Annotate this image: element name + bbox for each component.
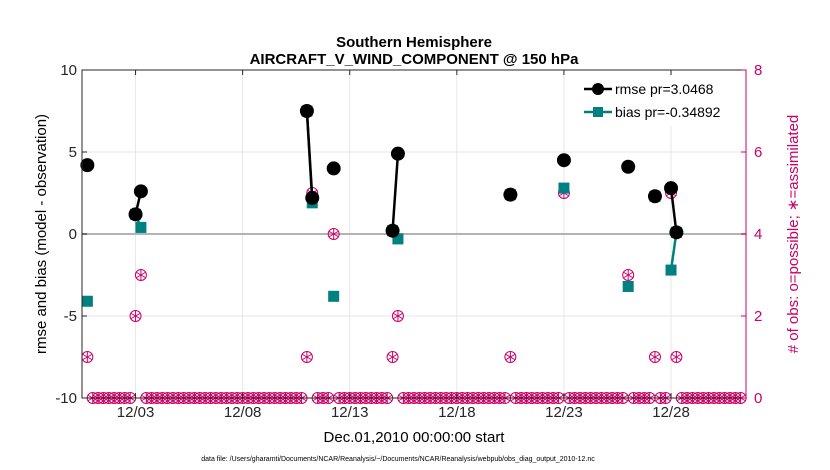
obs-assimilated-stroke [649,353,660,361]
rmse-series [80,104,684,240]
obs-count-marker [300,351,313,363]
obs-count-marker [391,310,404,322]
left-axis: -10 -5 0 5 10 [55,62,87,407]
rmse-point [621,159,636,174]
y-tick-label: 5 [69,144,77,161]
right-axis: 0 2 4 6 8 [741,62,762,407]
x-tick-label: 12/23 [545,404,583,421]
bias-point [81,295,93,307]
obs-count-marker [386,351,399,363]
rmse-line [669,187,678,233]
rmse-point [326,161,341,176]
legend: rmse pr=3.0468 bias pr=-0.34892 [580,76,742,126]
obs-assimilated-stroke [82,353,93,361]
bias-point [665,264,677,276]
rmse-line [391,153,400,231]
obs-count-marker [648,351,661,363]
legend-rmse-marker [592,83,604,95]
rmse-point [664,181,679,196]
obs-assimilated-stroke [505,353,516,361]
rmse-point [305,190,320,205]
data-file-footnote: data file: /Users/gharamti/Documents/NCA… [201,456,595,463]
x-axis-label: Dec.01,2010 00:00:00 start [324,429,506,446]
bottom-axis: 12/03 12/08 12/13 12/18 12/23 12/28 [117,70,690,421]
y-right-tick-label: 8 [754,62,762,79]
y-right-tick-label: 6 [754,144,762,161]
obs-assimilated-stroke [671,353,682,361]
x-tick-label: 12/03 [117,404,155,421]
obs-count-marker [622,269,635,281]
legend-box [580,76,742,126]
rmse-point [390,146,405,161]
y-right-tick-label: 0 [754,390,762,407]
obs-count-marker [129,310,142,322]
rmse-point [299,104,314,118]
rmse-point [556,153,571,168]
bias-point [558,182,570,194]
y-tick-label: -5 [64,308,77,325]
obs-assimilated-stroke [130,312,141,320]
y-axis-right-label: # of obs: o=possible; ∗=assimilated [785,115,802,354]
legend-rmse-label: rmse pr=3.0468 [615,81,714,97]
y-tick-label: -10 [55,390,77,407]
obs-assimilated-stroke [623,271,634,279]
y-axis-label: rmse and bias (model - observation) [33,114,50,354]
rmse-point [385,223,400,238]
obs-assimilated-stroke [328,230,339,238]
data-series [80,104,684,307]
legend-bias-label: bias pr=-0.34892 [615,104,721,120]
obs-assimilated-stroke [135,271,146,279]
legend-bias-marker [593,107,603,117]
y-right-tick-label: 4 [754,226,762,243]
obs-count-marker [134,269,147,281]
x-tick-label: 12/08 [224,404,262,421]
y-tick-label: 10 [60,62,77,79]
obs-assimilated-stroke [392,312,403,320]
rmse-point [80,158,95,173]
bias-point [622,280,634,292]
y-tick-label: 0 [69,226,77,243]
rmse-point [669,225,684,240]
chart-subtitle: AIRCRAFT_V_WIND_COMPONENT @ 150 hPa [250,51,580,68]
obs-assimilated-stroke [387,353,398,361]
obs-assimilated-stroke [301,353,312,361]
rmse-point [128,207,143,222]
obs-count-marker [670,351,683,363]
x-tick-label: 12/13 [331,404,369,421]
obs-count-marker [504,351,517,363]
chart-title: Southern Hemisphere [336,34,492,51]
x-tick-label: 12/28 [652,404,690,421]
rmse-point [503,187,518,202]
rmse-point [647,189,662,204]
x-tick-label: 12/18 [438,404,476,421]
obs-count-marker [327,228,340,240]
rmse-point [133,184,148,199]
bias-point [328,290,340,302]
y-right-tick-label: 2 [754,308,762,325]
bias-point [135,221,147,233]
rmse-line [305,110,314,198]
